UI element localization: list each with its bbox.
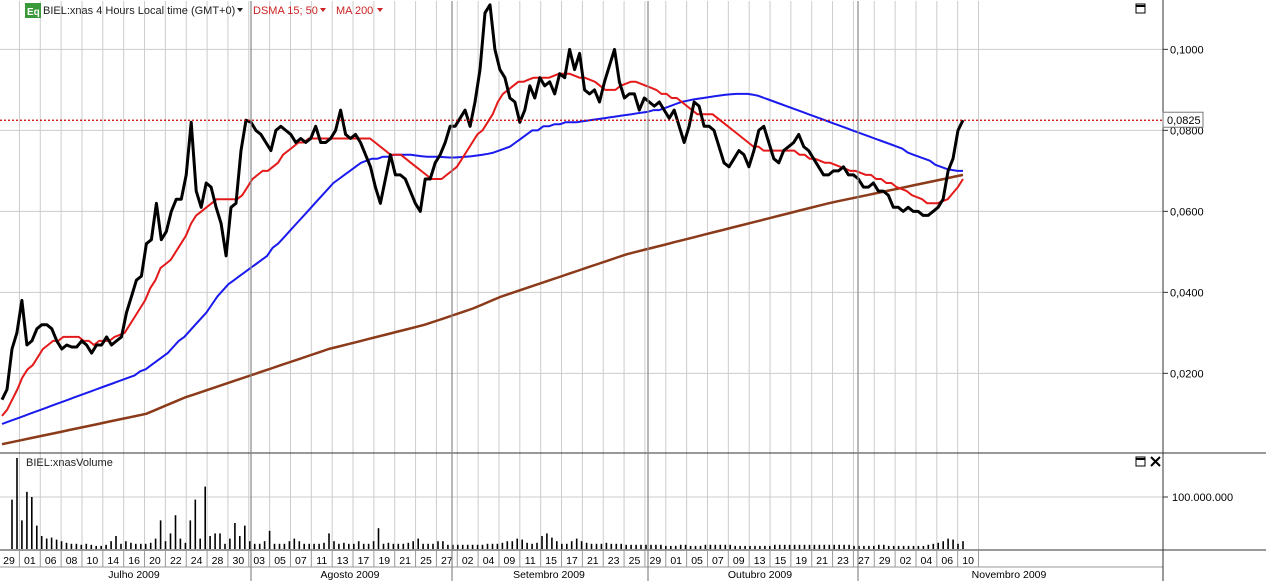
date-tick-label: 02: [900, 555, 912, 567]
volume-header: BIEL:xnasVolume: [26, 457, 113, 469]
date-tick-label: 22: [170, 555, 182, 567]
date-tick-label: 20: [149, 555, 161, 567]
month-label: Outubro 2009: [728, 569, 792, 581]
date-tick-label: 21: [816, 555, 828, 567]
date-tick-label: 30: [233, 555, 245, 567]
eq-badge: [25, 3, 41, 18]
volume-title: BIEL:xnasVolume: [26, 457, 113, 469]
date-tick-label: 10: [87, 555, 99, 567]
date-tick-label: 11: [316, 555, 327, 567]
date-tick-label: 03: [253, 555, 265, 567]
volume-tick-label: 100.000.000: [1172, 492, 1233, 504]
price-line: [0, 3, 965, 401]
date-tick-label: 06: [45, 555, 57, 567]
date-tick-label: 07: [295, 555, 307, 567]
date-tick-label: 23: [608, 555, 620, 567]
close-icon[interactable]: [1150, 456, 1161, 467]
month-label: Setembro 2009: [513, 569, 585, 581]
volume-pane-close-button[interactable]: [1150, 456, 1161, 467]
last-price-text: 0,0825: [1167, 115, 1201, 127]
date-tick-label: 09: [504, 555, 516, 567]
price-pane-maximize-button[interactable]: [1135, 3, 1146, 14]
volume-bars: [11, 458, 964, 549]
date-tick-label: 06: [941, 555, 953, 567]
y-tick-label: 0,0600: [1170, 206, 1204, 218]
date-tick-label: 14: [107, 555, 119, 567]
date-labels: 29 01 06 08 10 14 16 20 22 24 28 30 03 05 07 11 13 17 19 21…: [3, 555, 974, 567]
date-tick-label: 16: [128, 555, 140, 567]
date-tick-label: 19: [378, 555, 390, 567]
volume-axis-labels: 100.000.000: [1163, 492, 1233, 504]
y-tick-label: 0,1000: [1170, 44, 1204, 56]
ma200-line: [1, 173, 964, 446]
month-labels: Julho 2009 Agosto 2009 Setembro 2009 Outubr…: [108, 1, 1047, 581]
date-tick-label: 29: [3, 555, 15, 567]
month-label: Novembro 2009: [972, 569, 1047, 581]
indicator-dsma[interactable]: DSMA 15; 50: [253, 5, 318, 17]
date-tick-label: 04: [921, 555, 933, 567]
date-tick-label: 01: [24, 555, 36, 567]
triangle-down-icon[interactable]: [237, 8, 243, 12]
date-tick-label: 17: [358, 555, 370, 567]
triangle-down-icon[interactable]: [377, 8, 383, 12]
last-price-label: 0,0825: [1162, 111, 1204, 128]
date-tick-label: 01: [670, 555, 682, 567]
y-tick-label: 0,0200: [1170, 368, 1204, 380]
month-label: Julho 2009: [108, 569, 160, 581]
date-tick-label: 10: [962, 555, 974, 567]
maximize-icon[interactable]: [1135, 456, 1146, 467]
date-tick-label: 21: [399, 555, 411, 567]
date-tick-label: 05: [274, 555, 286, 567]
date-tick-label: 25: [629, 555, 641, 567]
date-tick-label: 09: [733, 555, 745, 567]
month-label: Agosto 2009: [321, 569, 380, 581]
date-tick-label: 15: [775, 555, 787, 567]
price-pane: [0, 3, 1163, 446]
date-tick-label: 15: [545, 555, 557, 567]
date-tick-label: 19: [795, 555, 807, 567]
date-tick-label: 25: [420, 555, 432, 567]
date-tick-label: 28: [212, 555, 224, 567]
triangle-down-icon[interactable]: [320, 8, 326, 12]
indicator-ma[interactable]: MA 200: [336, 5, 373, 17]
date-tick-label: 13: [754, 555, 766, 567]
instrument-title: BIEL:xnas 4 Hours Local time (GMT+0): [43, 5, 235, 17]
date-tick-label: 17: [566, 555, 578, 567]
horizontal-gridlines: [0, 48, 1163, 498]
price-axis-labels: 0,0200 0,0400 0,0600 0,0800 0,1000: [1163, 44, 1204, 380]
date-tick-label: 24: [191, 555, 203, 567]
volume-pane-maximize-button[interactable]: [1135, 456, 1146, 467]
date-tick-label: 07: [712, 555, 724, 567]
y-tick-label: 0,0400: [1170, 287, 1204, 299]
maximize-icon[interactable]: [1135, 3, 1146, 14]
date-tick-label: 05: [691, 555, 703, 567]
date-tick-label: 29: [879, 555, 891, 567]
y-tick-label: 0,0800: [1170, 125, 1204, 137]
date-tick-label: 27: [858, 555, 870, 567]
date-tick-label: 29: [650, 555, 662, 567]
date-tick-label: 02: [462, 555, 474, 567]
dsma50-line: [1, 92, 963, 425]
date-tick-label: 11: [525, 555, 536, 567]
dsma15-line: [1, 72, 964, 417]
date-tick-label: 13: [337, 555, 349, 567]
date-tick-label: 27: [441, 555, 453, 567]
chart-header: Eq BIEL:xnas 4 Hours Local time (GMT+0) …: [25, 3, 383, 18]
date-tick-label: 04: [483, 555, 495, 567]
date-tick-label: 21: [587, 555, 599, 567]
eq-badge-text: Eq: [27, 7, 40, 18]
date-tick-label: 08: [66, 555, 78, 567]
date-tick-label: 23: [837, 555, 849, 567]
vertical-gridlines: [18, 1, 980, 567]
